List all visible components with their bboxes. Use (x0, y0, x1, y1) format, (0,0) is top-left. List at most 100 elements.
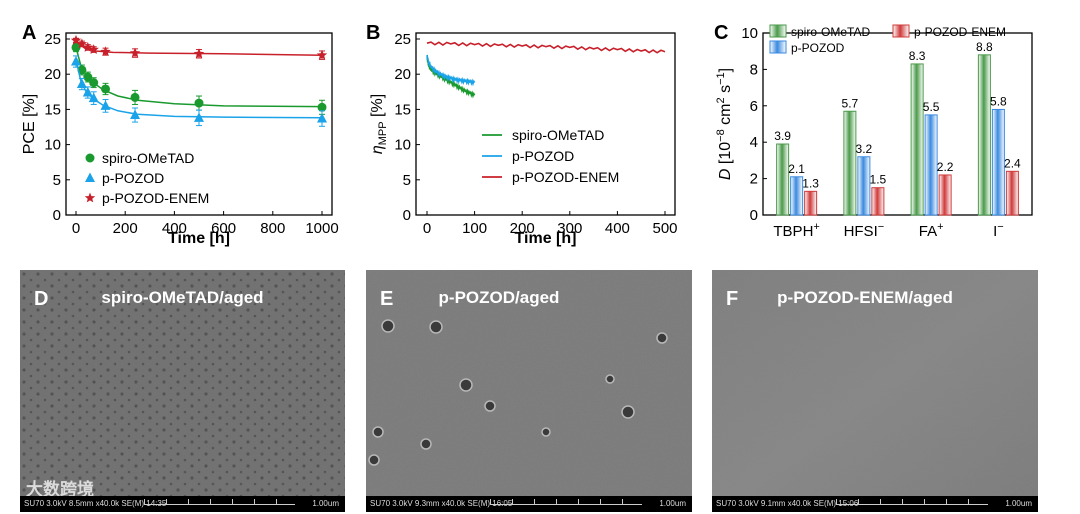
chart-a-xtick-label: 200 (113, 220, 138, 237)
chart-a-point (71, 56, 81, 66)
chart-a-xtick-label: 0 (72, 220, 80, 237)
chart-c-bar (938, 174, 952, 216)
chart-a-point (316, 49, 328, 60)
chart-a-point (101, 84, 111, 94)
chart-c-ytick-label: 10 (741, 25, 758, 42)
watermark: 大数跨境 (26, 480, 94, 499)
chart-b-legend-label: p-POZOD-ENEM (512, 169, 619, 185)
chart-c-value-label: 5.7 (842, 96, 859, 110)
chart-a-point (71, 42, 81, 52)
chart-c: 0 2 4 6 8 10 D [10−8 cm2 s−1] 3.9 2.11.3 TBPH+ 5.7… (715, 24, 1033, 240)
chart-a-point (129, 47, 141, 58)
sem-meta-d: SU70 3.0kV 8.5mm x40.0k SE(M) 14:35 (24, 499, 167, 508)
chart-b-ylabel: ηMPP [%] (369, 94, 389, 154)
chart-c-ytick-label: 6 (750, 98, 758, 115)
chart-b-series-line (426, 41, 666, 54)
chart-a-point (100, 46, 111, 57)
scale-bar-f (835, 499, 988, 505)
sem-scale-f: 1.00um (1005, 499, 1032, 508)
chart-c-bar (991, 108, 1005, 216)
chart-a-xtick-label: 1000 (305, 220, 338, 237)
chart-c-bar (871, 187, 885, 216)
sem-image-e: E p-POZOD/aged SU70 3.0kV 9.3mm x40.0k S… (366, 270, 692, 512)
sem-image-d: D spiro-OMeTAD/aged 大数跨境 SU70 3.0kV 8.5m… (20, 270, 345, 512)
sem-title-e: p-POZOD/aged (438, 288, 560, 307)
sem-scale-d: 1.00um (312, 499, 339, 508)
panel-label-a: A (22, 22, 37, 44)
chart-a-point (194, 98, 204, 108)
sem-footer-d: SU70 3.0kV 8.5mm x40.0k SE(M) 14:35 1.00… (20, 496, 345, 512)
chart-a-ytick-label: 15 (44, 101, 61, 118)
chart-a-ylabel: PCE [%] (21, 94, 38, 154)
chart-c-bar (1005, 170, 1019, 216)
sem-scale-e: 1.00um (659, 499, 686, 508)
sem-meta-e: SU70 3.0kV 9.3mm x40.0k SE(M) 16:05 (370, 499, 513, 508)
chart-a-ytick-label: 25 (44, 31, 61, 48)
chart-a-plot-frame (65, 32, 333, 216)
chart-b-xtick-label: 200 (510, 220, 535, 237)
chart-b-ytick-label: 5 (403, 172, 411, 189)
chart-a-point (130, 109, 141, 120)
chart-a-ytick-label: 5 (53, 172, 61, 189)
chart-a-ytick-label: 10 (44, 137, 61, 154)
chart-a-legend-marker (85, 172, 95, 182)
chart-c-bar (843, 110, 857, 216)
chart-c-legend-label: spiro-OMeTAD (791, 25, 870, 39)
chart-b-series-line (426, 54, 476, 99)
chart-c-bar (910, 63, 924, 216)
chart-c-value-label: 1.3 (802, 176, 819, 190)
chart-a-point (82, 87, 93, 97)
chart-a-point (76, 78, 87, 89)
chart-b-xlabel: Time [h] (515, 230, 577, 247)
chart-c-ytick-label: 0 (750, 207, 758, 224)
chart-a-point (77, 65, 87, 75)
chart-a-point (76, 38, 88, 49)
chart-a-point (130, 92, 140, 102)
chart-c-value-label: 3.2 (856, 142, 873, 156)
chart-c-legend-swatch (769, 40, 787, 54)
chart-c-value-label: 2.4 (1004, 156, 1021, 170)
chart-a-point (83, 72, 93, 82)
sem-label-d: D (34, 288, 49, 310)
chart-a-point (100, 100, 111, 110)
panel-label-b: B (366, 22, 381, 44)
chart-a-xtick-label: 800 (260, 220, 285, 237)
chart-b-ytick-label: 20 (394, 66, 411, 83)
sem-footer-f: SU70 3.0kV 9.1mm x40.0k SE(M) 15:06 1.00… (712, 496, 1038, 512)
chart-b-ytick-label: 15 (394, 101, 411, 118)
chart-a: 0 5 10 15 20 25 0 200 400 600 800 1000 Time [h] PCE [… (21, 31, 339, 247)
chart-c-value-label: 2.2 (937, 160, 954, 174)
sem-footer-e: SU70 3.0kV 9.3mm x40.0k SE(M) 16:05 1.00… (366, 496, 692, 512)
chart-c-category-label: FA+ (919, 221, 944, 240)
chart-b-ytick-label: 25 (394, 31, 411, 48)
chart-c-ytick-label: 4 (750, 134, 758, 151)
scale-bar-e (489, 499, 642, 505)
chart-a-point (88, 92, 99, 103)
chart-a-point (82, 41, 93, 52)
chart-c-value-label: 8.3 (909, 49, 926, 63)
chart-a-point (317, 102, 327, 112)
chart-b-xtick-label: 500 (652, 220, 677, 237)
chart-c-bar (857, 156, 871, 216)
sem-label-f: F (726, 288, 739, 310)
chart-c-legend-swatch (769, 24, 787, 38)
chart-b: 0 5 10 15 20 25 0 100 200 300 400 500 Time [h] ηMPP [… (369, 31, 678, 247)
chart-a-ytick-label: 20 (44, 66, 61, 83)
scale-bar-d (143, 499, 295, 505)
chart-c-ytick-label: 2 (750, 171, 758, 188)
chart-a-point (88, 44, 99, 54)
chart-c-bar (977, 54, 991, 216)
chart-b-xtick-label: 400 (605, 220, 630, 237)
chart-b-legend-label: p-POZOD (512, 148, 574, 164)
chart-c-value-label: 1.5 (870, 173, 887, 187)
chart-c-value-label: 5.8 (990, 94, 1007, 108)
chart-a-legend-label: spiro-OMeTAD (102, 150, 194, 166)
chart-b-xtick-label: 100 (462, 220, 487, 237)
chart-a-ytick-label: 0 (53, 207, 61, 224)
chart-a-xlabel: Time [h] (168, 230, 230, 247)
chart-c-value-label: 3.9 (774, 129, 791, 143)
chart-c-category-label: HFSI− (844, 221, 885, 240)
chart-b-ytick-label: 10 (394, 137, 411, 154)
chart-a-legend-label: p-POZOD (102, 170, 164, 186)
sem-label-e: E (380, 288, 394, 310)
